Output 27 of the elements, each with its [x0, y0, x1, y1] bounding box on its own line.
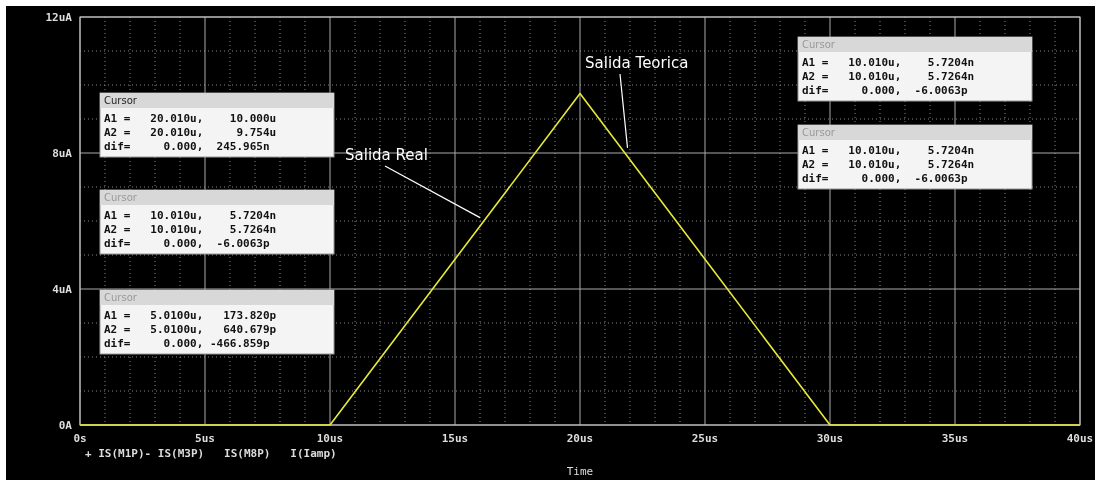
x-tick-label: 35us	[941, 432, 969, 445]
y-tick-label: 0A	[58, 419, 73, 432]
x-tick-label: 10us	[316, 432, 344, 445]
readout-panel: Cursor A1 = 5.0100u, 173.820p A2 = 5.0100u, 640.679p dif= 0.000, -466.859p	[99, 289, 335, 355]
x-tick-label: 5us	[195, 432, 215, 445]
readout-panel: Cursor A1 = 20.010u, 10.000u A2 = 20.010u, 9.754u dif= 0.000, 245.965n	[99, 92, 335, 158]
readout-panel: Cursor A1 = 10.010u, 5.7204n A2 = 10.010u, 5.7264n dif= 0.000, -6.0063p	[99, 189, 335, 255]
readout-panel: Cursor A1 = 10.010u, 5.7204n A2 = 10.010u, 5.7264n dif= 0.000, -6.0063p	[797, 124, 1033, 190]
x-tick-label: 25us	[691, 432, 719, 445]
annotation: Cursor A1 = 5.0100u, 173.820p A2 = 5.0100u, 640.679p dif= 0.000, -466.859p	[104, 292, 277, 350]
annotation: Cursor A1 = 10.010u, 5.7204n A2 = 10.010u, 5.7264n dif= 0.000, -6.0063p	[104, 192, 277, 250]
y-tick-label: 8uA	[52, 147, 73, 160]
readout-panel: Cursor A1 = 10.010u, 5.7204n A2 = 10.010u, 5.7264n dif= 0.000, -6.0063p	[797, 36, 1033, 102]
annotation: Salida Real	[345, 146, 428, 164]
x-tick-label: 30us	[816, 432, 844, 445]
x-axis-title: Time	[566, 465, 594, 478]
annotation: Cursor A1 = 20.010u, 10.000u A2 = 20.010u, 9.754u dif= 0.000, 245.965n	[104, 95, 277, 153]
x-tick-label: 40us	[1066, 432, 1094, 445]
annotation: Cursor A1 = 10.010u, 5.7204n A2 = 10.010u, 5.7264n dif= 0.000, -6.0063p	[802, 127, 975, 185]
x-tick-label: 15us	[441, 432, 469, 445]
y-tick-label: 12uA	[45, 11, 73, 24]
annotation: Salida Teorica	[585, 54, 689, 72]
x-tick-label: 0s	[73, 432, 87, 445]
text: + IS(M1P)- IS(M3P) IS(M8P) I(Iamp)	[85, 447, 337, 460]
x-tick-label: 20us	[566, 432, 594, 445]
y-tick-label: 4uA	[52, 283, 73, 296]
annotation: Cursor A1 = 10.010u, 5.7204n A2 = 10.010u, 5.7264n dif= 0.000, -6.0063p	[802, 39, 975, 97]
